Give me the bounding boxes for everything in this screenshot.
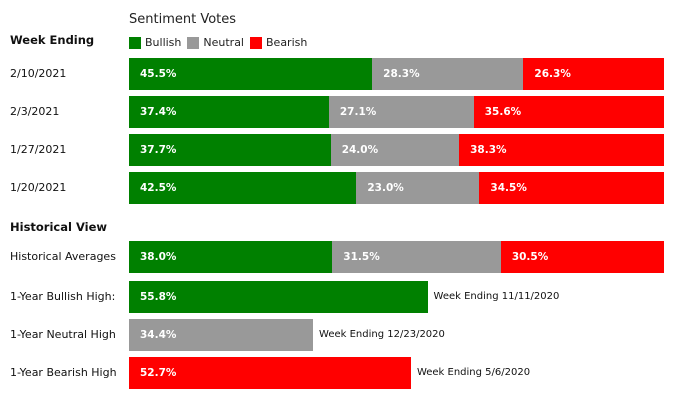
week-bar-neutral-3 [356, 172, 480, 204]
chart-title: Sentiment Votes [129, 12, 237, 27]
week-bar-bullish-3 [129, 172, 357, 204]
week-bar-neutral-1 [328, 96, 474, 128]
week-bar-bearish-0 [523, 58, 664, 90]
week-bar-neutral-2 [330, 134, 460, 166]
week-value-bearish-0: 26.3% [534, 68, 571, 80]
legend-swatch-bullish [129, 36, 141, 49]
high-value-bearish: 52.7% [140, 367, 177, 379]
week-value-neutral-3: 23.0% [367, 182, 404, 194]
high-bar-bearish [129, 357, 411, 389]
legend: Bullish Neutral Bearish [129, 36, 313, 49]
high-value-neutral: 34.4% [140, 329, 177, 341]
week-label-0: 2/10/2021 [10, 67, 67, 80]
week-value-neutral-1: 27.1% [339, 106, 377, 118]
week-value-neutral-0: 28.3% [383, 68, 420, 80]
high-note-neutral: Week Ending 12/23/2020 [319, 329, 445, 340]
historical-avg-value-neutral-0: 31.5% [343, 251, 380, 263]
week-bar-bullish-1 [129, 96, 329, 128]
week-bar-bearish-3 [479, 172, 664, 204]
historical-view-heading: Historical View [10, 220, 108, 234]
high-note-bearish: Week Ending 5/6/2020 [416, 367, 531, 378]
week-bar-bullish-2 [129, 134, 331, 166]
legend-swatch-neutral [187, 36, 200, 49]
legend-label-bearish: Bearish [266, 36, 308, 49]
high-label-bearish: 1-Year Bearish High [10, 366, 117, 379]
historical-avg-value-bearish-0: 30.5% [511, 251, 549, 263]
week-value-bullish-1: 37.4% [140, 106, 177, 118]
legend-swatch-bearish [250, 36, 262, 49]
week-value-bullish-0: 45.5% [140, 68, 177, 80]
legend-item-bearish: Bearish [250, 36, 307, 49]
week-label-1: 2/3/2021 [10, 105, 60, 118]
high-bar-neutral [129, 319, 314, 351]
week-value-bearish-3: 34.5% [490, 182, 527, 194]
legend-item-neutral: Neutral [187, 36, 244, 49]
legend-label-neutral: Neutral [203, 36, 244, 49]
historical-avg-bar-neutral-0 [332, 241, 501, 273]
historical-avg-bar-bearish-0 [500, 241, 664, 273]
week-bar-neutral-0 [372, 58, 524, 90]
week-value-bearish-1: 35.6% [484, 106, 522, 118]
week-value-bullish-3: 42.5% [140, 182, 177, 194]
week-bar-bearish-2 [459, 134, 664, 166]
week-label-2: 1/27/2021 [10, 143, 67, 156]
high-label-neutral: 1-Year Neutral High [10, 328, 116, 341]
week-value-bullish-2: 37.7% [140, 144, 177, 156]
week-value-bearish-2: 38.3% [470, 144, 507, 156]
week-label-3: 1/20/2021 [10, 181, 67, 194]
high-label-bullish: 1-Year Bullish High: [10, 290, 116, 303]
week-ending-heading: Week Ending [10, 33, 95, 47]
legend-item-bullish: Bullish [129, 36, 181, 49]
week-bar-bearish-1 [473, 96, 664, 128]
high-bar-bullish [129, 281, 428, 313]
week-bar-bullish-0 [129, 58, 373, 90]
high-value-bullish: 55.8% [140, 291, 177, 303]
high-note-bullish: Week Ending 11/11/2020 [433, 291, 560, 302]
historical-avg-value-bullish-0: 38.0% [140, 251, 177, 263]
legend-label-bullish: Bullish [145, 36, 182, 49]
historical-avg-label-0: Historical Averages [10, 250, 116, 263]
week-value-neutral-2: 24.0% [341, 144, 379, 156]
historical-avg-bar-bullish-0 [129, 241, 333, 273]
